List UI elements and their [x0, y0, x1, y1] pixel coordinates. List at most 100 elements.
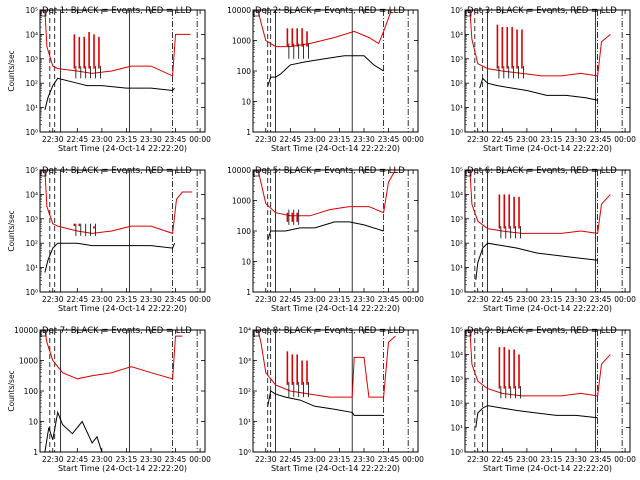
x-tick-label: 22:45 — [67, 135, 89, 144]
y-tick-label: 1 — [33, 448, 38, 457]
y-tick-label: 10³ — [450, 55, 463, 64]
x-tick-label: 22:30 — [255, 455, 277, 464]
y-tick-label: 10⁵ — [25, 166, 38, 175]
x-tick-label: 22:45 — [492, 135, 514, 144]
panel-title: Det 1: BLACK = Events, RED = LLD — [42, 6, 192, 16]
y-tick-label: 10¹ — [450, 104, 463, 113]
series-line-events — [267, 55, 384, 87]
plot-frame — [39, 169, 206, 293]
x-tick-label: 22:45 — [280, 295, 302, 304]
x-axis-label: Start Time (24-Oct-14 22:22:20) — [58, 304, 187, 313]
x-tick-label: 23:15 — [541, 455, 563, 464]
panel-det-1: Det 1: BLACK = Events, RED = LLD 10⁰ 10¹ 10… — [7, 6, 211, 153]
x-tick-label: 23:30 — [353, 295, 375, 304]
x-tick-label: 00:00 — [402, 455, 424, 464]
y-tick-label: 10³ — [238, 357, 251, 366]
plot-frame — [464, 169, 631, 293]
series-line-events — [44, 77, 175, 111]
panel-det-6: Det 6: BLACK = Events, RED = LLD 10⁰ 10¹ 10… — [450, 166, 636, 313]
x-tick-label: 00:00 — [189, 455, 211, 464]
y-tick-label: 10⁴ — [450, 350, 463, 359]
panel-det-2: Det 2: BLACK = Events, RED = LLD 1 10 100 10… — [227, 6, 424, 153]
panel-title: Det 4: BLACK = Events, RED = LLD — [42, 166, 192, 176]
x-tick-label: 22:30 — [42, 455, 64, 464]
y-tick-label: 10¹ — [25, 104, 38, 113]
panel-title: Det 5: BLACK = Events, RED = LLD — [255, 166, 405, 176]
y-tick-label: 100 — [24, 387, 39, 396]
x-tick-label: 23:45 — [165, 455, 187, 464]
corner-marker — [465, 330, 472, 337]
y-tick-label: 10⁰ — [450, 128, 463, 137]
y-tick-label: 10¹ — [238, 418, 251, 427]
x-tick-label: 22:30 — [42, 295, 64, 304]
y-tick-label: 10⁵ — [450, 6, 463, 15]
y-tick-label: 10⁰ — [25, 288, 38, 297]
y-tick-label: 10³ — [450, 375, 463, 384]
x-tick-label: 23:00 — [516, 135, 538, 144]
x-tick-label: 23:15 — [541, 295, 563, 304]
x-tick-label: 23:00 — [304, 135, 326, 144]
x-tick-label: 00:00 — [614, 455, 636, 464]
y-tick-label: 1000 — [232, 197, 251, 206]
x-tick-label: 00:00 — [402, 295, 424, 304]
x-tick-label: 23:30 — [140, 135, 162, 144]
y-tick-label: 100 — [237, 227, 252, 236]
x-tick-label: 22:45 — [280, 455, 302, 464]
x-tick-label: 22:30 — [467, 455, 489, 464]
corner-marker — [253, 10, 260, 17]
plot-frame — [39, 9, 206, 133]
series-line-events — [267, 221, 384, 241]
panel-det-3: Det 3: BLACK = Events, RED = LLD 10⁰ 10¹ 10… — [450, 6, 636, 153]
x-tick-label: 23:30 — [565, 455, 587, 464]
y-tick-label: 10³ — [450, 215, 463, 224]
x-tick-label: 22:45 — [280, 135, 302, 144]
corner-marker — [253, 330, 260, 337]
y-tick-label: 10³ — [25, 55, 38, 64]
x-tick-label: 23:30 — [565, 135, 587, 144]
x-tick-label: 23:15 — [116, 455, 138, 464]
y-tick-label: 10⁴ — [450, 30, 463, 39]
corner-marker — [465, 170, 472, 177]
y-tick-label: 10 — [28, 418, 38, 427]
x-tick-label: 00:00 — [402, 135, 424, 144]
x-tick-label: 23:45 — [165, 135, 187, 144]
y-tick-label: 10⁰ — [450, 448, 463, 457]
series-line-lld — [44, 170, 193, 235]
x-tick-label: 23:45 — [378, 135, 400, 144]
y-tick-label: 10000 — [14, 326, 38, 335]
x-tick-label: 23:45 — [590, 455, 612, 464]
y-tick-label: 1 — [246, 288, 251, 297]
y-tick-label: 10³ — [25, 215, 38, 224]
y-tick-label: 10² — [25, 79, 38, 88]
x-axis-label: Start Time (24-Oct-14 22:22:20) — [483, 144, 612, 153]
y-tick-label: 100 — [237, 67, 252, 76]
series-line-events — [44, 410, 103, 452]
y-tick-label: 10⁰ — [25, 128, 38, 137]
series-line-lld — [257, 330, 396, 398]
y-tick-label: 10⁵ — [450, 166, 463, 175]
x-axis-label: Start Time (24-Oct-14 22:22:20) — [271, 304, 400, 313]
panel-det-8: Det 8: BLACK = Events, RED = LLD 10⁰ 10¹ 10… — [238, 326, 424, 473]
series-line-events — [44, 242, 176, 273]
x-tick-label: 23:15 — [116, 135, 138, 144]
x-axis-label: Start Time (24-Oct-14 22:22:20) — [58, 464, 187, 473]
x-tick-label: 00:00 — [614, 295, 636, 304]
x-tick-label: 00:00 — [189, 295, 211, 304]
x-axis-label: Start Time (24-Oct-14 22:22:20) — [483, 464, 612, 473]
x-tick-label: 23:45 — [165, 295, 187, 304]
y-tick-label: 10⁰ — [238, 448, 251, 457]
panel-title: Det 2: BLACK = Events, RED = LLD — [255, 6, 405, 16]
x-tick-label: 23:30 — [353, 135, 375, 144]
y-tick-label: 1000 — [19, 357, 38, 366]
plot-frame — [464, 329, 631, 453]
x-tick-label: 23:45 — [590, 135, 612, 144]
x-axis-label: Start Time (24-Oct-14 22:22:20) — [271, 144, 400, 153]
series-line-events — [475, 405, 598, 428]
plot-frame — [252, 9, 419, 133]
panel-title: Det 6: BLACK = Events, RED = LLD — [467, 166, 617, 176]
x-tick-label: 23:15 — [116, 295, 138, 304]
series-line-lld — [469, 170, 611, 234]
series-line-events — [267, 390, 384, 416]
y-tick-label: 10 — [241, 98, 251, 107]
